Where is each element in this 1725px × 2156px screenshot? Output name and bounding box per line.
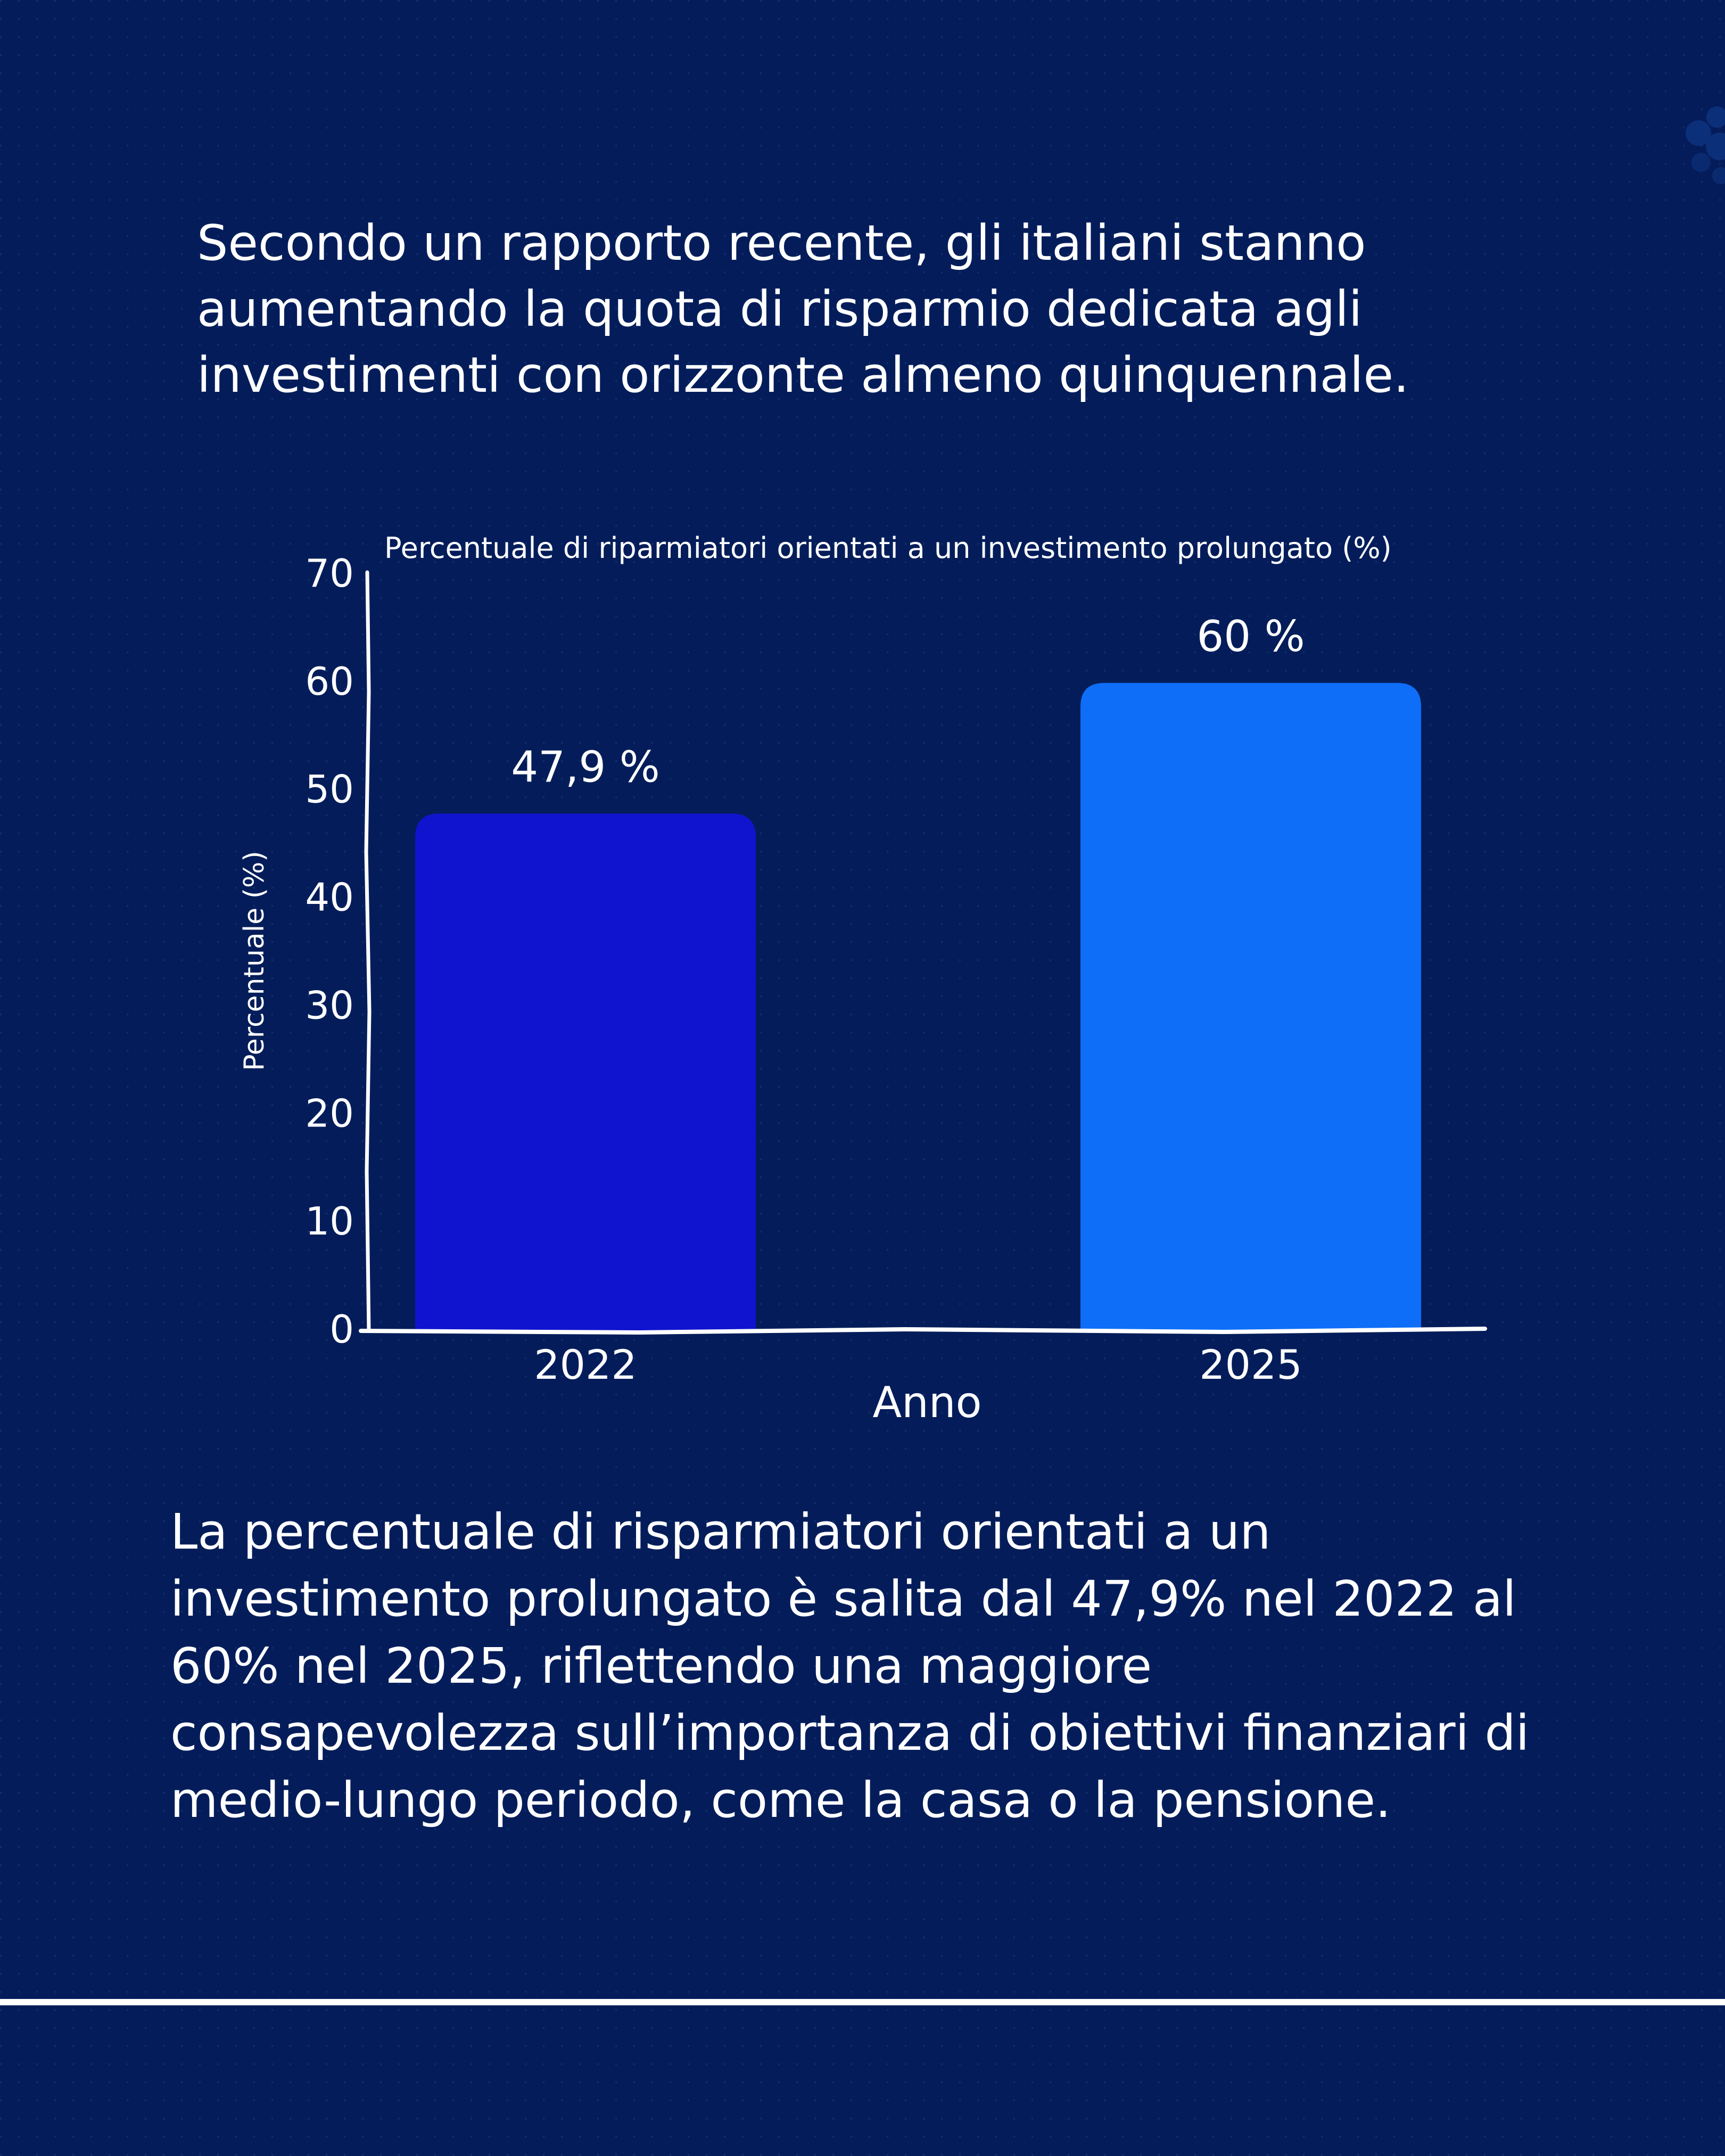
decorative-dots: [1686, 106, 1725, 184]
intro-text: Secondo un rapporto recente, gli italian…: [197, 215, 1409, 404]
y-tick-label: 30: [305, 983, 354, 1027]
data-label-2022: 47,9 %: [511, 742, 660, 792]
y-tick-label: 60: [305, 659, 354, 704]
y-tick-label: 0: [329, 1307, 354, 1352]
y-axis-label: Percentuale (%): [238, 851, 270, 1071]
summary-text: La percentuale di risparmiatori orientat…: [170, 1503, 1530, 1829]
y-axis-ticks: 0 10 20 30 40 50 60 70: [305, 551, 354, 1352]
y-tick-label: 40: [305, 875, 354, 920]
x-axis-label: Anno: [872, 1378, 981, 1427]
y-tick-label: 50: [305, 767, 354, 812]
x-tick-label: 2025: [1199, 1341, 1302, 1388]
y-tick-label: 20: [305, 1091, 354, 1135]
data-label-2025: 60 %: [1196, 612, 1305, 661]
x-axis-ticks: 2022 2025: [534, 1341, 1302, 1388]
x-tick-label: 2022: [534, 1341, 637, 1388]
chart-title: Percentuale di riparmiatori orientati a …: [384, 531, 1392, 565]
x-axis-line: [359, 1327, 1487, 1335]
bar-2022: [415, 813, 756, 1331]
divider-line: [0, 1999, 1725, 2005]
y-tick-label: 10: [305, 1199, 354, 1244]
y-axis-line: [364, 570, 372, 1333]
bar-2025: [1080, 682, 1421, 1331]
y-tick-label: 70: [305, 551, 354, 596]
bars: 47,9 % 60 %: [415, 612, 1421, 1331]
